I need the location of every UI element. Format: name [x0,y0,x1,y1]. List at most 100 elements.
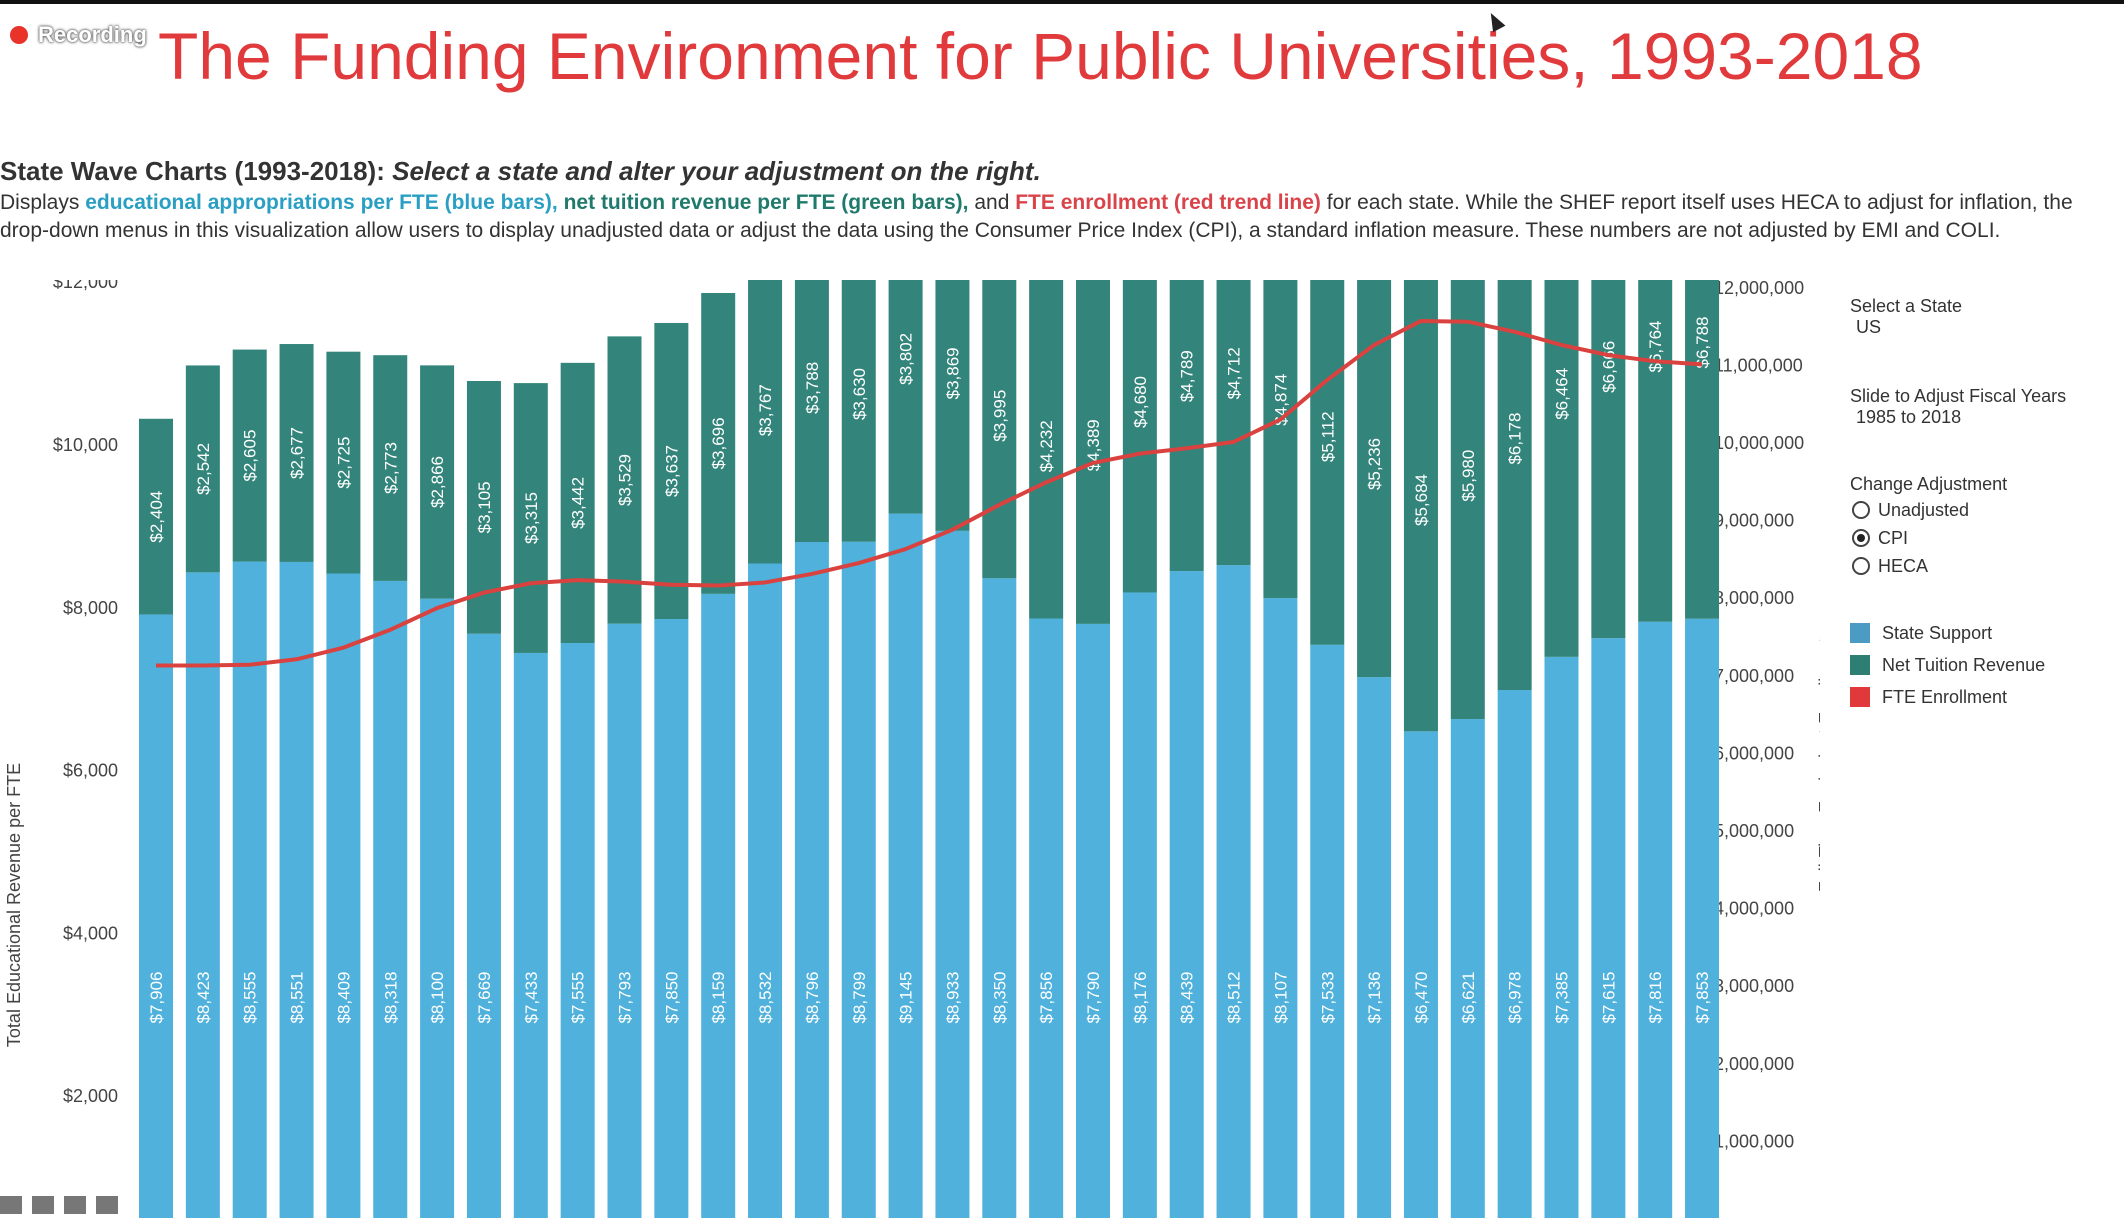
bar-net-tuition [1263,280,1298,599]
pencil-icon[interactable] [32,1196,54,1214]
y2-tick-label: 2,000,000 [1714,1054,1794,1074]
y-tick-label: $2,000 [63,1086,118,1106]
data-label-state-support: $7,816 [1646,972,1665,1024]
bar-net-tuition [1122,280,1157,593]
y2-tick-label: 5,000,000 [1714,821,1794,841]
data-label-state-support: $7,669 [475,972,494,1024]
state-select-label: Select a State [1850,296,1963,316]
radio-selected-icon [1852,529,1870,547]
bar-net-tuition [701,293,736,594]
bar-state-support [794,542,829,1218]
bar-net-tuition [279,344,314,562]
data-label-state-support: $8,409 [334,972,353,1024]
legend-swatch [1850,687,1870,707]
y2-tick-label: 12,000,000 [1714,280,1804,298]
bar-net-tuition [654,322,689,620]
radio-cpi[interactable]: CPI [1852,525,2120,551]
y-tick-label: $6,000 [63,761,118,781]
bar-state-support [279,561,314,1218]
bar-net-tuition [185,365,220,573]
state-select[interactable]: US [1856,317,1882,337]
radio-circle-icon [1852,557,1870,575]
years-slider[interactable]: 1985 to 2018 [1856,407,1962,427]
bar-state-support [373,580,408,1218]
data-label-state-support: $8,107 [1271,972,1290,1024]
data-label-state-support: $8,555 [241,972,260,1024]
data-label-state-support: $8,350 [990,972,1009,1024]
bar-state-support [1122,592,1157,1218]
notes-icon[interactable] [64,1196,86,1214]
desc-red: FTE enrollment (red trend line) [1015,191,1321,214]
data-label-state-support: $8,318 [381,972,400,1024]
bar-state-support [607,623,642,1218]
recording-label: Recording [38,22,147,47]
bar-state-support [513,652,548,1218]
legend-swatch [1850,655,1870,675]
bar-net-tuition [1029,280,1064,619]
data-label-state-support: $8,159 [709,972,728,1024]
bar-state-support [1544,656,1579,1218]
data-label-state-support: $6,621 [1459,972,1478,1024]
control-panel: Select a State US Slide to Adjust Fiscal… [1850,296,2120,739]
desc-part1: Displays [0,191,86,214]
bar-net-tuition [1497,280,1532,690]
radio-heca[interactable]: HECA [1852,553,2120,579]
bar-state-support [1357,677,1392,1218]
recording-dot-icon [10,26,28,44]
bar-state-support [748,563,783,1218]
data-label-state-support: $8,796 [803,972,822,1024]
bar-state-support [1497,689,1532,1218]
data-label-state-support: $8,512 [1225,972,1244,1024]
wave-chart: $2,000$4,000$6,000$8,000$10,000$12,000$1… [4,280,1820,1218]
data-label-net-tuition: $3,315 [522,492,541,544]
share-arrow-icon[interactable] [96,1196,118,1214]
bar-state-support [560,643,595,1218]
bar-net-tuition [1544,280,1579,657]
data-label-net-tuition: $2,404 [147,491,166,543]
data-label-net-tuition: $6,666 [1599,341,1618,393]
data-label-state-support: $8,423 [194,972,213,1024]
bar-state-support [420,598,455,1218]
bar-net-tuition [232,349,267,562]
bar-state-support [1310,644,1345,1218]
data-label-net-tuition: $4,232 [1037,420,1056,472]
bar-state-support [139,614,173,1218]
data-label-net-tuition: $5,112 [1318,411,1337,462]
data-label-state-support: $8,439 [1178,972,1197,1024]
data-label-net-tuition: $3,637 [662,445,681,497]
data-label-state-support: $8,933 [943,972,962,1024]
undo-icon[interactable] [0,1196,22,1214]
bar-net-tuition [1591,280,1626,639]
radio-heca-label: HECA [1878,555,1929,576]
bar-state-support [466,633,501,1218]
bar-state-support [888,513,923,1218]
radio-cpi-label: CPI [1878,527,1909,548]
y2-axis-title: Full-Time Equivalent Enrollment [1816,638,1820,892]
bar-state-support [232,561,267,1218]
legend-label: FTE Enrollment [1882,686,2008,707]
bar-state-support [935,530,970,1218]
bar-state-support [1450,719,1485,1218]
bar-state-support [982,578,1017,1218]
y-tick-label: $10,000 [53,435,118,455]
radio-unadjusted[interactable]: Unadjusted [1852,497,2120,523]
data-label-net-tuition: $3,105 [475,481,494,533]
chart-subtitle: State Wave Charts (1993-2018): Select a … [0,156,1041,187]
data-label-state-support: $7,793 [616,972,635,1024]
bar-net-tuition [1638,280,1673,622]
data-label-state-support: $7,856 [1037,972,1056,1024]
bar-net-tuition [420,365,455,599]
data-label-net-tuition: $4,712 [1225,347,1244,399]
bar-net-tuition [1403,280,1438,732]
bar-net-tuition [1076,280,1110,624]
fte-enrollment-line [156,318,1703,668]
bar-net-tuition [794,280,829,543]
data-label-net-tuition: $3,802 [897,333,916,385]
data-label-net-tuition: $4,389 [1084,419,1103,471]
bar-net-tuition [1169,280,1204,572]
data-label-net-tuition: $6,788 [1693,316,1712,368]
legend-label: Net Tuition Revenue [1882,654,2046,675]
y2-tick-label: 3,000,000 [1714,976,1794,996]
data-label-net-tuition: $2,725 [334,437,353,489]
data-label-net-tuition: $2,773 [381,442,400,494]
